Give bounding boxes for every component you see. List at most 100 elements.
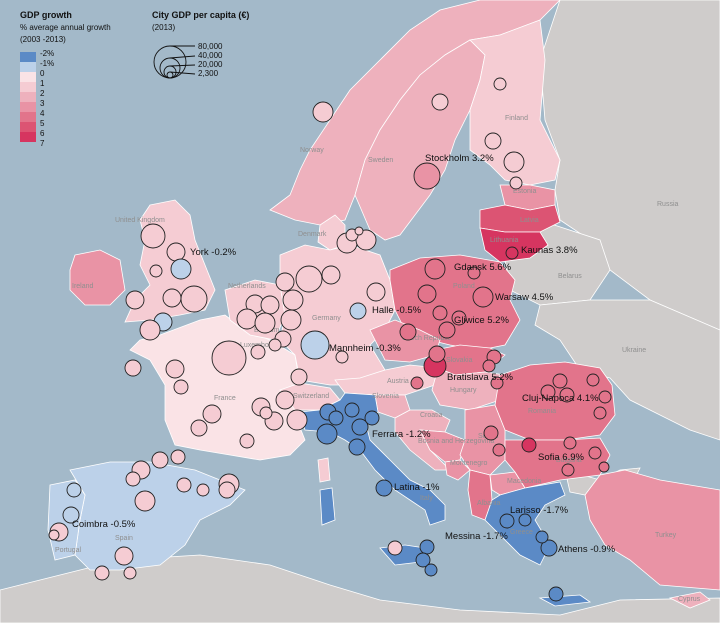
city-marker (364, 410, 380, 426)
country-label-montenegro: Montenegro (450, 460, 487, 467)
legend-swatch (20, 122, 36, 132)
country-label-russia: Russia (657, 201, 679, 208)
city-marker (66, 482, 82, 498)
city-label: Messina -1.7% (445, 531, 508, 542)
city-marker (387, 540, 403, 556)
legend-swatch (20, 102, 36, 112)
city-marker (540, 384, 556, 400)
country-label-croatia: Croatia (420, 412, 443, 419)
city-marker (162, 288, 182, 308)
city-marker (366, 282, 386, 302)
city-marker (431, 93, 449, 111)
city-label: Halle -0.5% (372, 305, 422, 316)
legend-swatch (20, 62, 36, 72)
legend-growth-label: 2 (40, 89, 45, 98)
country-label-macedonia: Macedonia (507, 478, 541, 485)
city-marker (415, 552, 431, 568)
city-marker (239, 433, 255, 449)
city-marker (290, 368, 308, 386)
country-label-finland: Finland (505, 115, 528, 122)
city-marker (259, 406, 273, 420)
city-label: Kaunas 3.8% (521, 245, 578, 256)
romania-region (494, 361, 616, 441)
city-marker (295, 265, 323, 293)
city-marker (196, 483, 210, 497)
city-marker (140, 223, 166, 249)
city-marker (125, 290, 145, 310)
city-marker (563, 436, 577, 450)
city-marker (548, 586, 564, 602)
city-marker (484, 132, 502, 150)
country-label-italy: Italy (420, 495, 433, 502)
country-label-latvia: Latvia (520, 217, 539, 224)
city-marker (518, 513, 532, 527)
city-marker (535, 530, 549, 544)
city-label: Sofia 6.9% (538, 452, 584, 463)
legend-swatch (20, 92, 36, 102)
city-label: Stockholm 3.2% (425, 153, 494, 164)
city-marker (586, 373, 600, 387)
city-marker (328, 410, 344, 426)
legend-size-title: City GDP per capita (€) (152, 10, 249, 20)
legend-size-leader-3 (169, 64, 196, 67)
montenegro-region (444, 459, 471, 481)
city-marker (280, 309, 302, 331)
cyprus-region (668, 591, 711, 609)
city-marker (483, 425, 499, 441)
city-marker (432, 305, 448, 321)
legend-growth-subtitle: % average annual growth (20, 23, 111, 32)
city-label: Warsaw 4.5% (495, 292, 554, 303)
city-marker (260, 295, 280, 315)
city-marker (344, 402, 360, 418)
legend-growth-label: 0 (40, 69, 45, 78)
city-marker (472, 286, 494, 308)
city-label: Bratislava 5.2% (447, 372, 514, 383)
city-marker (521, 437, 537, 453)
city-marker (413, 162, 441, 190)
country-label-ukraine: Ukraine (622, 347, 646, 354)
country-label-switzerland: Switzerland (293, 393, 329, 400)
country-label-slovakia: Slovakia (446, 357, 473, 364)
country-label-turkey: Turkey (655, 532, 677, 539)
city-marker (236, 308, 258, 330)
city-marker (490, 376, 504, 390)
city-marker (561, 463, 575, 477)
legend-growth-period: (2003 -2013) (20, 35, 66, 44)
city-marker (151, 451, 169, 469)
legend-size-leader-4 (169, 71, 196, 75)
legend-size-leader-2 (169, 55, 196, 59)
country-label-slovenia: Slovenia (372, 393, 399, 400)
city-marker (176, 477, 192, 493)
city-marker (424, 563, 438, 577)
city-marker (375, 479, 393, 497)
city-marker (218, 481, 236, 499)
city-marker (282, 289, 304, 311)
country-label-bosnia: Bosnia and Herzegovina (418, 438, 494, 445)
lithuania-region (479, 227, 549, 263)
city-marker (170, 449, 186, 465)
legend-size-label-4: 2,300 (198, 69, 219, 78)
city-label: Athens -0.9% (558, 544, 616, 555)
country-label-austria: Austria (387, 378, 409, 385)
legend-size-period: (2013) (152, 23, 175, 32)
country-label-sweden: Sweden (368, 157, 393, 164)
country-label-norway: Norway (300, 147, 324, 154)
city-marker (190, 419, 208, 437)
city-marker (354, 226, 364, 236)
city-marker (588, 446, 602, 460)
country-label-netherlands: Netherlands (228, 283, 266, 290)
city-marker (149, 264, 163, 278)
city-marker (211, 340, 247, 376)
country-label-denmark: Denmark (298, 231, 327, 238)
city-marker (139, 319, 161, 341)
country-label-romania: Romania (528, 408, 556, 415)
turkey-region (584, 469, 720, 591)
legend-growth-label: 4 (40, 109, 45, 118)
city-marker (94, 565, 110, 581)
country-label-hungary: Hungary (450, 387, 477, 394)
city-marker (559, 387, 575, 403)
city-marker (286, 409, 308, 431)
legend-swatch (20, 52, 36, 62)
legend-growth-label: -2% (40, 49, 54, 58)
legend-growth-label: -1% (40, 59, 54, 68)
